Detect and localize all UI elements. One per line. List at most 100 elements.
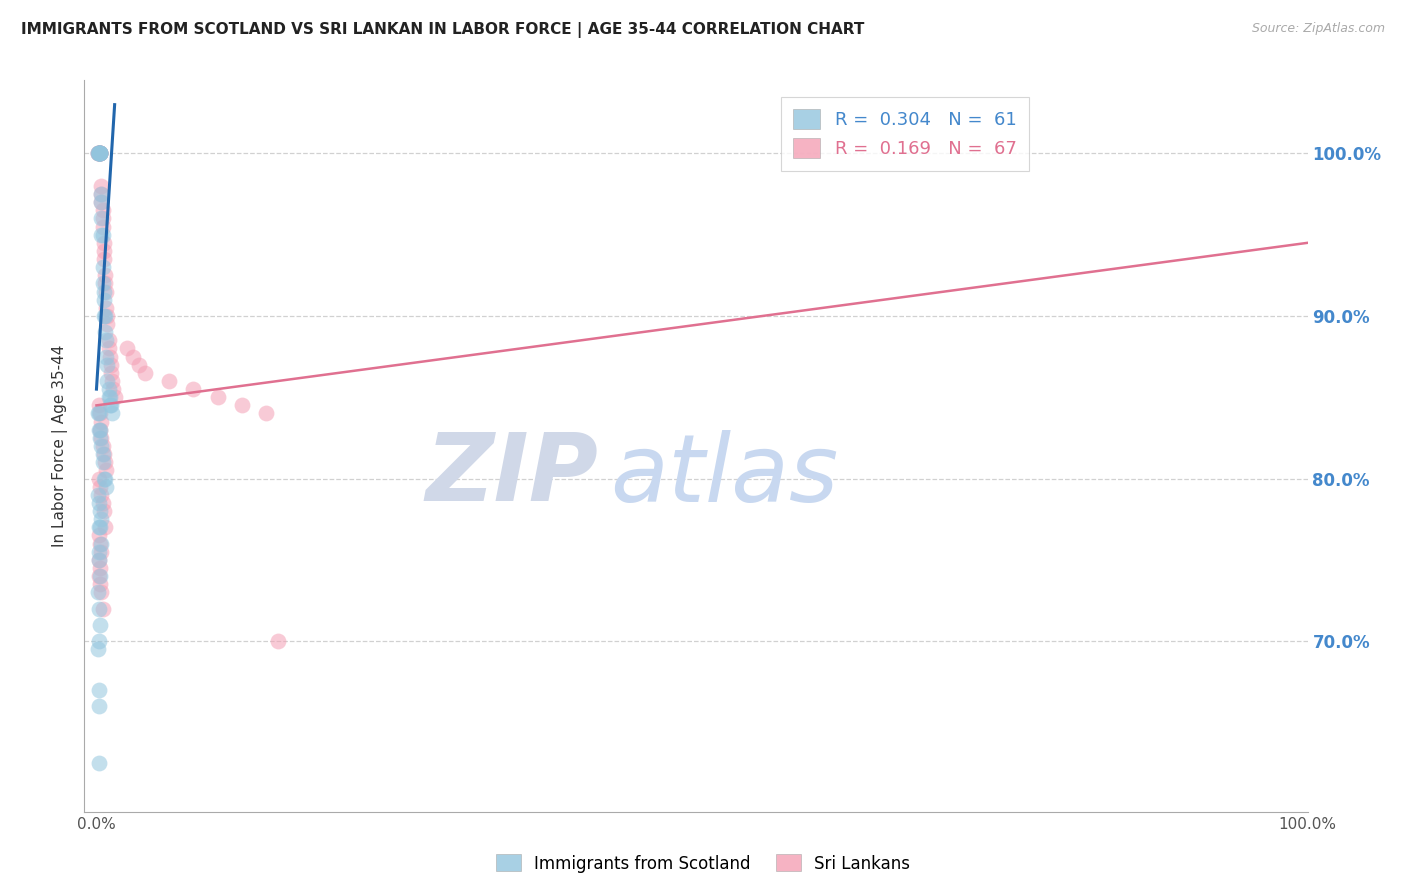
Point <box>97 390 120 404</box>
Point <box>90 187 112 202</box>
Point <box>98 390 121 404</box>
Point <box>96 334 118 348</box>
Point <box>90 211 112 226</box>
Point <box>89 577 111 591</box>
Point <box>90 512 112 526</box>
Point <box>87 601 110 615</box>
Point <box>100 358 122 372</box>
Text: atlas: atlas <box>610 430 838 521</box>
Point <box>90 195 112 210</box>
Point <box>89 146 111 161</box>
Point <box>91 496 114 510</box>
Point <box>87 699 110 714</box>
Point <box>86 146 108 161</box>
Point <box>91 277 114 291</box>
Point <box>183 382 205 396</box>
Point <box>96 350 118 364</box>
Point <box>94 325 117 339</box>
Point <box>89 536 111 550</box>
Point <box>94 277 117 291</box>
Point <box>96 374 118 388</box>
Text: Source: ZipAtlas.com: Source: ZipAtlas.com <box>1251 22 1385 36</box>
Point <box>96 301 118 315</box>
Point <box>96 463 118 477</box>
Point <box>96 358 118 372</box>
Point <box>101 407 124 421</box>
Point <box>89 407 111 421</box>
Point <box>89 504 111 518</box>
Point <box>89 431 111 445</box>
Point <box>93 252 115 266</box>
Point <box>89 569 111 583</box>
Point <box>94 268 117 283</box>
Point <box>87 398 110 412</box>
Point <box>89 146 111 161</box>
Point <box>89 423 111 437</box>
Point <box>90 431 112 445</box>
Point <box>86 407 108 421</box>
Point <box>89 146 111 161</box>
Point <box>90 536 112 550</box>
Point <box>94 471 117 485</box>
Point <box>91 455 114 469</box>
Point <box>93 244 115 258</box>
Point <box>94 455 117 469</box>
Point <box>86 146 108 161</box>
Point <box>121 350 143 364</box>
Point <box>231 398 253 412</box>
Point <box>97 342 120 356</box>
Point <box>87 634 110 648</box>
Point <box>87 146 110 161</box>
Point <box>90 195 112 210</box>
Point <box>91 203 114 218</box>
Point <box>87 520 110 534</box>
Point <box>90 488 112 502</box>
Point <box>93 471 115 485</box>
Point <box>87 423 110 437</box>
Point <box>93 293 115 307</box>
Point <box>87 407 110 421</box>
Text: ZIP: ZIP <box>425 429 598 521</box>
Point <box>90 227 112 242</box>
Point <box>93 235 115 250</box>
Point <box>91 219 114 234</box>
Point <box>90 439 112 453</box>
Point <box>87 682 110 697</box>
Point <box>89 146 111 161</box>
Point <box>87 528 110 542</box>
Point <box>93 447 115 461</box>
Point <box>104 390 127 404</box>
Point <box>89 146 111 161</box>
Point <box>86 585 108 599</box>
Point <box>100 398 122 412</box>
Point <box>90 544 112 558</box>
Point <box>86 642 108 657</box>
Point <box>89 146 111 161</box>
Point <box>87 471 110 485</box>
Text: IMMIGRANTS FROM SCOTLAND VS SRI LANKAN IN LABOR FORCE | AGE 35-44 CORRELATION CH: IMMIGRANTS FROM SCOTLAND VS SRI LANKAN I… <box>21 22 865 38</box>
Point <box>115 342 138 356</box>
Point <box>157 374 180 388</box>
Point <box>90 585 112 599</box>
Point <box>90 187 112 202</box>
Point <box>89 146 111 161</box>
Point <box>207 390 229 404</box>
Point <box>89 617 111 632</box>
Point <box>93 285 115 299</box>
Point <box>94 309 117 323</box>
Point <box>91 211 114 226</box>
Legend: Immigrants from Scotland, Sri Lankans: Immigrants from Scotland, Sri Lankans <box>489 847 917 880</box>
Point <box>101 374 124 388</box>
Point <box>87 146 110 161</box>
Point <box>87 553 110 567</box>
Point <box>87 553 110 567</box>
Point <box>91 601 114 615</box>
Point <box>91 447 114 461</box>
Point <box>100 366 122 380</box>
Point <box>87 544 110 558</box>
Point <box>87 146 110 161</box>
Point <box>89 520 111 534</box>
Point <box>87 146 110 161</box>
Point <box>254 407 277 421</box>
Point <box>89 146 111 161</box>
